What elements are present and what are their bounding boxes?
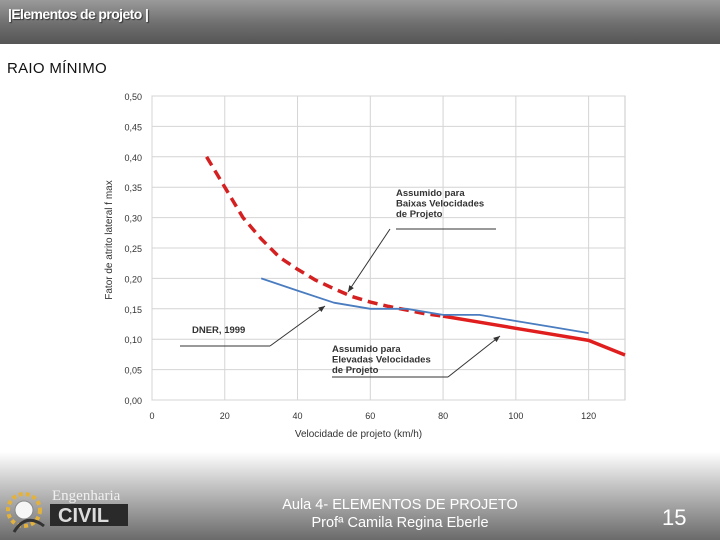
x-tick-label: 20 xyxy=(220,411,230,421)
series-line-2 xyxy=(442,314,626,357)
logo-line2: CIVIL xyxy=(58,505,109,527)
axis-layer: 0,00 0,05 0,10 0,15 0,20 0,25 0,30 0,35 0,40 0,45… xyxy=(104,92,596,440)
x-tick-label: 40 xyxy=(293,411,303,421)
annotation-arrow xyxy=(347,228,391,293)
annotation-arrowhead xyxy=(493,336,500,343)
footer-teacher-line: Profª Camila Regina Eberle xyxy=(311,515,489,531)
y-tick-label: 0,35 xyxy=(124,183,142,193)
y-tick-label: 0,05 xyxy=(124,366,142,376)
annotation-label: Elevadas Velocidades xyxy=(332,355,431,366)
y-tick-label: 0,30 xyxy=(124,214,142,224)
x-tick-label: 0 xyxy=(149,411,154,421)
annotation-label: de Projeto xyxy=(332,365,379,376)
annotation-arrow xyxy=(447,335,501,378)
y-axis-label: Fator de atrito lateral f max xyxy=(104,180,115,300)
y-tick-label: 0,10 xyxy=(124,335,142,345)
page-number: 15 xyxy=(662,505,687,530)
annotation-arrowhead xyxy=(318,306,325,312)
x-tick-label: 80 xyxy=(438,411,448,421)
y-tick-label: 0,25 xyxy=(124,244,142,254)
footer-caption: Aula 4- ELEMENTOS DE PROJETO Profª Camil… xyxy=(240,496,560,532)
grid-layer xyxy=(151,95,626,401)
section-title: RAIO MÍNIMO xyxy=(7,60,107,77)
y-tick-label: 0,45 xyxy=(124,122,142,132)
footer-course-line: Aula 4- ELEMENTOS DE PROJETO xyxy=(282,497,518,513)
y-tick-label: 0,00 xyxy=(124,396,142,406)
y-tick-label: 0,15 xyxy=(124,305,142,315)
annotation-arrowhead xyxy=(348,285,354,292)
x-tick-label: 120 xyxy=(581,411,596,421)
annotation-label: Assumido para xyxy=(332,344,401,355)
annotation-label: de Projeto xyxy=(396,209,443,220)
annotation-label: Assumido para xyxy=(396,188,465,199)
title-bar: |Elementos de projeto | xyxy=(0,0,720,44)
series-layer xyxy=(205,155,626,357)
logo-line1: Engenharia xyxy=(52,488,121,504)
x-axis-label: Velocidade de projeto (km/h) xyxy=(295,429,422,440)
y-tick-label: 0,50 xyxy=(124,92,142,102)
x-tick-label: 100 xyxy=(508,411,523,421)
series-line-3 xyxy=(260,277,589,334)
y-tick-label: 0,20 xyxy=(124,274,142,284)
y-tick-label: 0,40 xyxy=(124,153,142,163)
engenharia-civil-logo: Engenharia CIVIL xyxy=(6,488,128,533)
x-tick-label: 60 xyxy=(365,411,375,421)
slide-header-title: |Elementos de projeto | xyxy=(8,6,149,22)
annotation-label: DNER, 1999 xyxy=(192,325,245,336)
annotation-label: Baixas Velocidades xyxy=(396,199,484,210)
annotation-arrow xyxy=(269,305,326,347)
friction-factor-chart: 0,00 0,05 0,10 0,15 0,20 0,25 0,30 0,35 0,40 0,45… xyxy=(104,92,626,440)
